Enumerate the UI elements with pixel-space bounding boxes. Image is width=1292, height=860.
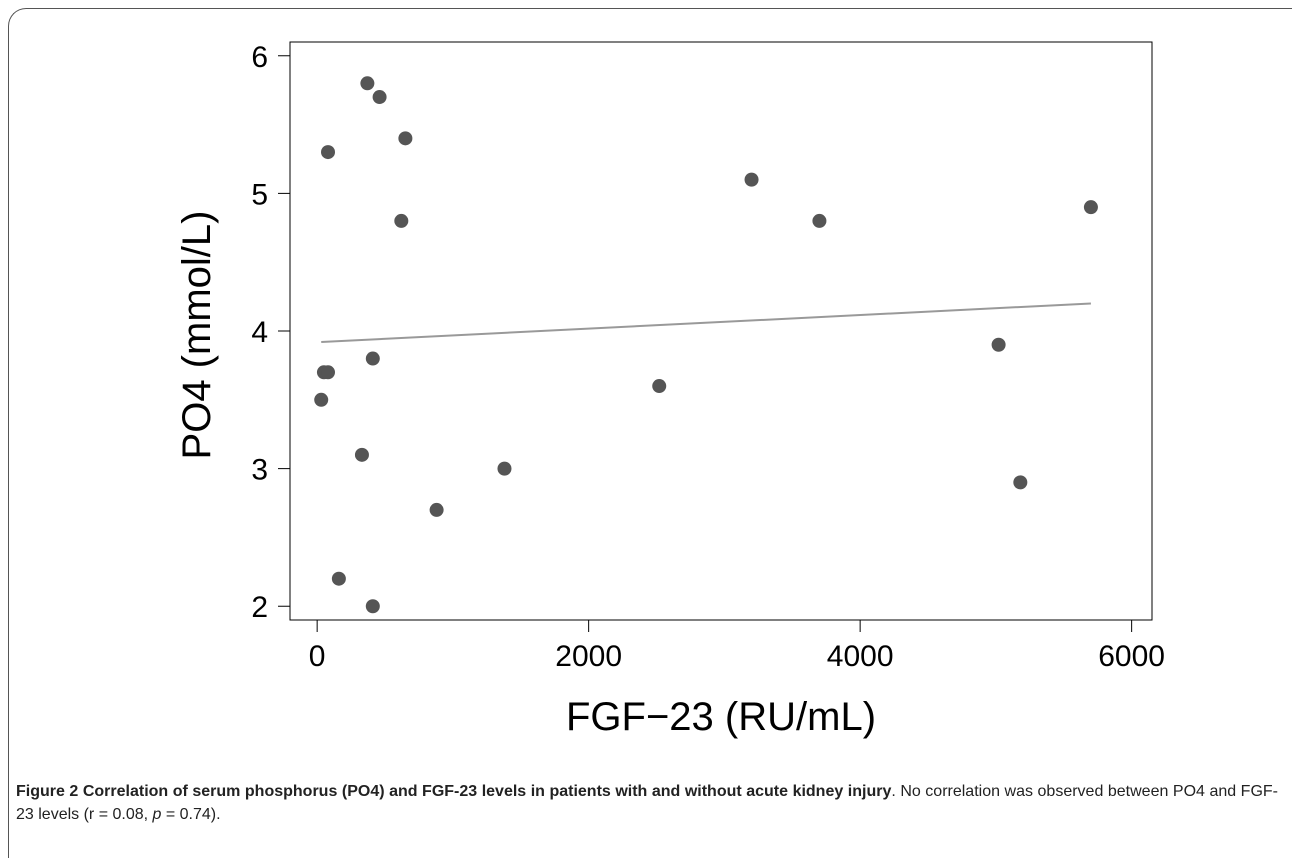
data-point bbox=[991, 337, 1006, 352]
data-point bbox=[652, 379, 667, 394]
y-tick-label: 5 bbox=[251, 178, 268, 211]
x-axis: 0 2000 4000 6000 bbox=[309, 620, 1165, 673]
data-point bbox=[321, 365, 336, 380]
data-point bbox=[372, 90, 387, 105]
data-point bbox=[314, 392, 329, 407]
fit-line bbox=[321, 302, 1091, 344]
data-point bbox=[394, 213, 409, 228]
data-point bbox=[360, 76, 375, 91]
caption-p-symbol: p bbox=[152, 806, 162, 823]
x-tick-label: 6000 bbox=[1098, 640, 1165, 673]
x-axis-label: FGF−23 (RU/mL) bbox=[566, 695, 876, 739]
data-point bbox=[497, 461, 512, 476]
x-tick-label: 0 bbox=[309, 640, 326, 673]
caption-body-end: = 0.74). bbox=[161, 806, 221, 823]
caption-body: . No correlation was observed between PO… bbox=[16, 783, 1278, 823]
scatter-chart: 0 2000 4000 6000 2 3 4 5 6 FGF−23 (RU/mL) PO4 (… bbox=[175, 41, 1165, 739]
data-point bbox=[331, 571, 346, 586]
y-tick-label: 2 bbox=[251, 591, 268, 624]
plot-area bbox=[289, 41, 1153, 621]
data-point bbox=[365, 351, 380, 366]
y-tick-label: 3 bbox=[251, 454, 268, 487]
data-point bbox=[1083, 200, 1098, 215]
x-tick-label: 2000 bbox=[555, 640, 622, 673]
data-point bbox=[398, 131, 413, 146]
fit-line-group bbox=[321, 302, 1091, 344]
data-point bbox=[354, 447, 369, 462]
data-point bbox=[1013, 475, 1028, 490]
y-axis: 2 3 4 5 6 bbox=[251, 41, 290, 624]
data-point bbox=[429, 502, 444, 517]
figure-frame bbox=[8, 8, 1292, 858]
data-point bbox=[744, 172, 759, 187]
caption-title: Figure 2 Correlation of serum phosphorus… bbox=[16, 783, 892, 800]
data-point bbox=[365, 599, 380, 614]
data-point bbox=[321, 145, 336, 160]
data-point bbox=[812, 213, 827, 228]
data-points bbox=[314, 76, 1098, 614]
y-tick-label: 4 bbox=[251, 316, 268, 349]
y-axis-label: PO4 (mmol/L) bbox=[175, 211, 219, 460]
x-tick-label: 4000 bbox=[827, 640, 894, 673]
y-tick-label: 6 bbox=[251, 41, 268, 74]
figure-caption: Figure 2 Correlation of serum phosphorus… bbox=[16, 780, 1278, 826]
